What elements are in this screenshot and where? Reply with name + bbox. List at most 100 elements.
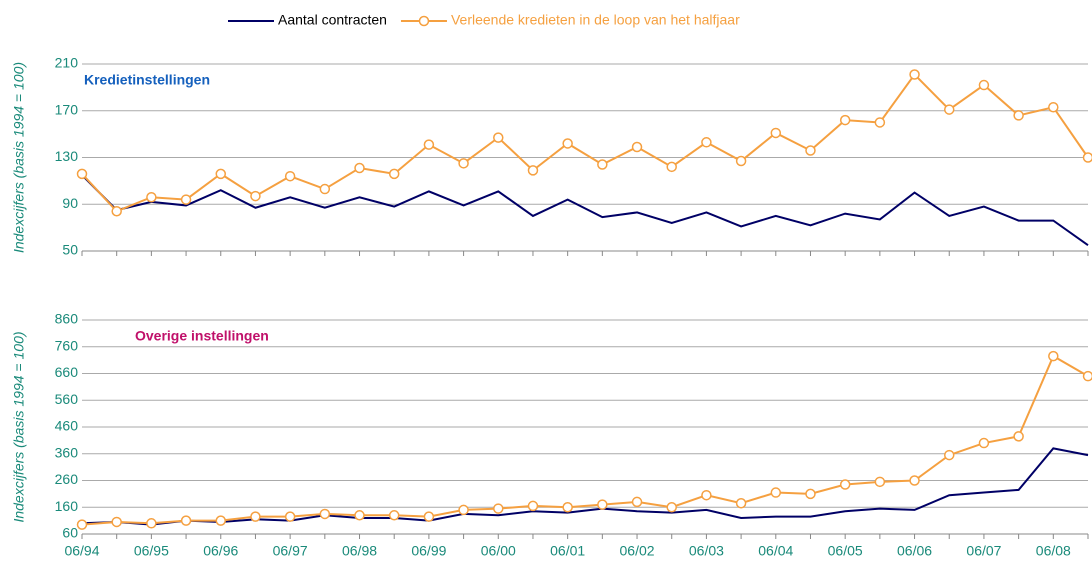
panel-title: Overige instellingen bbox=[135, 328, 269, 344]
marker bbox=[284, 511, 296, 522]
marker bbox=[839, 114, 851, 126]
marker bbox=[701, 137, 712, 148]
marker bbox=[319, 183, 331, 195]
marker bbox=[493, 503, 504, 514]
marker bbox=[146, 518, 157, 529]
series-line bbox=[81, 447, 1089, 526]
marker bbox=[735, 155, 747, 167]
x-tick-label: 06/07 bbox=[966, 543, 1001, 559]
x-tick-label: 06/96 bbox=[203, 543, 238, 559]
x-tick-label: 06/95 bbox=[134, 543, 169, 559]
y-tick-label: 160 bbox=[55, 498, 79, 514]
legend-label: Aantal contracten bbox=[278, 12, 387, 28]
y-tick-label: 60 bbox=[62, 525, 78, 541]
x-tick-label: 06/01 bbox=[550, 543, 585, 559]
marker bbox=[943, 449, 955, 461]
y-tick-label: 130 bbox=[55, 148, 79, 164]
marker bbox=[1082, 370, 1092, 382]
y-tick-label: 760 bbox=[55, 337, 79, 353]
marker bbox=[874, 476, 886, 488]
legend-label: Verleende kredieten in de loop van het h… bbox=[451, 12, 740, 28]
marker bbox=[597, 499, 608, 510]
marker bbox=[388, 168, 400, 180]
marker bbox=[527, 500, 539, 512]
marker bbox=[1082, 152, 1092, 163]
x-tick-label: 06/05 bbox=[828, 543, 863, 559]
y-tick-label: 210 bbox=[55, 55, 79, 71]
y-axis-label: Indexcijfers (basis 1994 = 100) bbox=[11, 62, 27, 253]
marker bbox=[701, 489, 712, 501]
marker bbox=[458, 158, 469, 169]
marker bbox=[180, 194, 192, 205]
series-line bbox=[81, 174, 1089, 246]
marker bbox=[909, 475, 920, 486]
marker bbox=[458, 504, 469, 516]
marker bbox=[735, 497, 747, 509]
marker bbox=[943, 104, 955, 115]
legend-marker bbox=[418, 15, 430, 27]
marker bbox=[215, 515, 227, 526]
x-tick-label: 06/02 bbox=[620, 543, 655, 559]
marker bbox=[527, 165, 539, 176]
panel-title: Kredietinstellingen bbox=[84, 72, 210, 88]
marker bbox=[284, 170, 296, 182]
marker bbox=[1048, 101, 1059, 113]
marker bbox=[805, 145, 816, 156]
y-tick-label: 170 bbox=[55, 101, 79, 117]
marker bbox=[597, 159, 608, 170]
marker bbox=[978, 437, 990, 449]
marker bbox=[909, 69, 920, 80]
marker bbox=[770, 127, 782, 139]
x-tick-label: 06/98 bbox=[342, 543, 377, 559]
marker bbox=[250, 511, 261, 522]
marker bbox=[805, 488, 816, 500]
marker bbox=[319, 508, 331, 520]
marker bbox=[631, 141, 643, 153]
marker bbox=[631, 496, 643, 508]
y-tick-label: 50 bbox=[62, 242, 78, 258]
y-tick-label: 460 bbox=[55, 418, 79, 434]
marker bbox=[1013, 110, 1024, 121]
marker bbox=[978, 79, 990, 91]
x-tick-label: 06/00 bbox=[481, 543, 516, 559]
series-line bbox=[81, 354, 1089, 526]
x-tick-label: 06/03 bbox=[689, 543, 724, 559]
y-tick-label: 660 bbox=[55, 364, 79, 380]
marker bbox=[180, 515, 192, 526]
marker bbox=[423, 139, 435, 150]
x-tick-label: 06/04 bbox=[758, 543, 793, 559]
marker bbox=[388, 510, 400, 521]
y-tick-label: 860 bbox=[55, 311, 79, 327]
x-tick-label: 06/99 bbox=[411, 543, 446, 559]
marker bbox=[76, 519, 88, 530]
x-tick-label: 06/97 bbox=[273, 543, 308, 559]
marker bbox=[666, 502, 677, 513]
marker bbox=[423, 511, 435, 522]
y-tick-label: 560 bbox=[55, 391, 79, 407]
marker bbox=[770, 487, 782, 498]
x-tick-label: 06/94 bbox=[64, 543, 99, 559]
marker bbox=[839, 479, 851, 490]
marker bbox=[111, 516, 122, 528]
marker bbox=[562, 502, 573, 513]
marker bbox=[76, 168, 88, 180]
marker bbox=[250, 190, 261, 202]
y-tick-label: 90 bbox=[62, 195, 78, 211]
marker bbox=[215, 168, 227, 180]
marker bbox=[1013, 431, 1024, 442]
y-tick-label: 360 bbox=[55, 444, 79, 460]
x-tick-label: 06/06 bbox=[897, 543, 932, 559]
marker bbox=[354, 162, 365, 174]
marker bbox=[666, 161, 677, 173]
series-line bbox=[81, 72, 1089, 213]
marker bbox=[493, 132, 504, 143]
marker bbox=[562, 138, 573, 149]
y-tick-label: 260 bbox=[55, 471, 79, 487]
marker bbox=[1048, 350, 1059, 362]
marker bbox=[111, 206, 122, 217]
marker bbox=[146, 191, 157, 203]
marker bbox=[874, 117, 886, 128]
y-axis-label: Indexcijfers (basis 1994 = 100) bbox=[11, 331, 27, 522]
x-tick-label: 06/08 bbox=[1036, 543, 1071, 559]
